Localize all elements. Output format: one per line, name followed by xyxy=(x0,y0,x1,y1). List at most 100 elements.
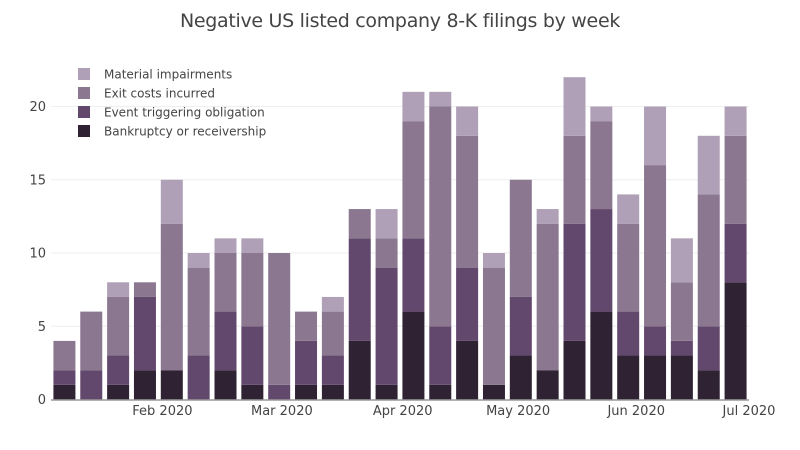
bar-segment xyxy=(644,165,667,327)
bar-segment xyxy=(402,121,425,239)
bar-segment xyxy=(563,340,586,400)
bar-segment xyxy=(107,296,130,356)
bar-segment xyxy=(670,282,693,341)
bar-segment xyxy=(160,179,183,224)
x-tick-label: Jul 2020 xyxy=(722,404,776,419)
bar-segment xyxy=(536,223,559,371)
bar-segment xyxy=(107,282,130,297)
bar-segment xyxy=(724,106,747,136)
bar-segment xyxy=(590,121,613,210)
bar-segment xyxy=(590,311,613,400)
bar-segment xyxy=(295,311,318,341)
bar-segment xyxy=(348,238,371,341)
bar-segment xyxy=(670,355,693,400)
legend-item[interactable]: Exit costs incurred xyxy=(78,87,215,101)
y-tick-label: 10 xyxy=(29,247,46,262)
bar-segment xyxy=(724,223,747,283)
bar-segment xyxy=(670,238,693,283)
bar-segment xyxy=(321,311,344,356)
bar-segment xyxy=(53,370,76,385)
y-tick-label: 20 xyxy=(29,100,46,115)
bar-segment xyxy=(80,370,103,400)
bar-segment xyxy=(456,267,479,341)
bar-segment xyxy=(187,253,210,268)
x-tick-label: May 2020 xyxy=(486,404,550,419)
bar-segment xyxy=(53,384,76,400)
bar-segment xyxy=(375,384,398,400)
bar-segment xyxy=(53,340,76,371)
bar-segment xyxy=(724,135,747,224)
bar-segment xyxy=(321,384,344,400)
bar-segment xyxy=(268,253,291,385)
bar-segment xyxy=(697,326,720,371)
bar-segment xyxy=(214,253,237,312)
bar-segment xyxy=(617,194,640,224)
bar-segment xyxy=(107,355,130,385)
bar-segment xyxy=(348,209,371,239)
bar-segment xyxy=(375,238,398,268)
bar-segment xyxy=(402,238,425,312)
x-tick-label: Feb 2020 xyxy=(132,404,192,419)
bar-segment xyxy=(429,384,452,400)
bar-segment xyxy=(563,135,586,224)
x-axis-ticks: Feb 2020 Mar 2020 Apr 2020 May 2020 Jun 2020… xyxy=(132,404,775,419)
bar-segment xyxy=(321,355,344,385)
legend-item[interactable]: Bankruptcy or receivership xyxy=(78,125,266,139)
legend-label: Exit costs incurred xyxy=(104,87,215,101)
bar-segment xyxy=(375,209,398,239)
legend-swatch xyxy=(78,106,90,118)
x-tick-label: Apr 2020 xyxy=(373,404,433,419)
y-tick-label: 5 xyxy=(38,320,46,335)
legend-swatch xyxy=(78,125,90,137)
bar-segment xyxy=(644,355,667,400)
legend-item[interactable]: Material impairments xyxy=(78,68,232,82)
bar-segment xyxy=(295,384,318,400)
legend: Material impairments Exit costs incurred E… xyxy=(78,68,266,139)
bar-segment xyxy=(670,340,693,356)
bar-segment xyxy=(617,355,640,400)
legend-swatch xyxy=(78,68,90,80)
bar-segment xyxy=(536,370,559,400)
bar-segment xyxy=(241,384,264,400)
bar-segment xyxy=(509,355,532,400)
y-tick-label: 0 xyxy=(38,393,46,408)
bar-segment xyxy=(590,209,613,312)
bar-segment xyxy=(724,282,747,400)
bar-segment xyxy=(697,194,720,327)
bar-segment xyxy=(429,326,452,385)
y-tick-label: 15 xyxy=(29,173,46,188)
bar-segment xyxy=(644,326,667,356)
bar-segment xyxy=(241,253,264,327)
bar-segment xyxy=(644,106,667,166)
bar-segment xyxy=(563,223,586,341)
bar-segment xyxy=(563,77,586,136)
bar-segment xyxy=(402,91,425,122)
legend-item[interactable]: Event triggering obligation xyxy=(78,106,265,120)
bar-segment xyxy=(214,238,237,253)
chart-title: Negative US listed company 8-K filings b… xyxy=(179,10,621,32)
legend-label: Event triggering obligation xyxy=(104,106,265,120)
bar-segment xyxy=(214,311,237,371)
bar-segment xyxy=(456,106,479,136)
bar-segment xyxy=(241,238,264,253)
bar-segment xyxy=(348,340,371,400)
bar-segment xyxy=(133,370,156,400)
bar-segment xyxy=(295,340,318,385)
bar-segment xyxy=(429,91,452,107)
bar-segment xyxy=(536,209,559,224)
bar-segment xyxy=(482,253,505,268)
x-tick-label: Mar 2020 xyxy=(251,404,313,419)
bar-segment xyxy=(509,179,532,297)
bar-segment xyxy=(482,384,505,400)
bar-segment xyxy=(509,296,532,356)
bar-segment xyxy=(375,267,398,385)
bar-segment xyxy=(482,267,505,385)
bar-segment xyxy=(187,355,210,400)
bar-segment xyxy=(214,370,237,400)
bar-segment xyxy=(697,370,720,400)
bars xyxy=(53,77,747,400)
bar-segment xyxy=(590,106,613,122)
y-axis-ticks: 0 5 10 15 20 xyxy=(29,100,46,408)
bar-segment xyxy=(617,311,640,356)
